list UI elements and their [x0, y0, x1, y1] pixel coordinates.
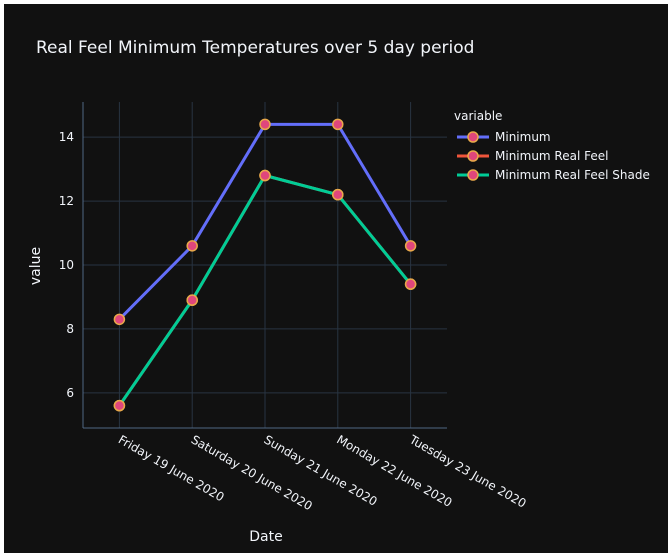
y-tick-label: 12 [59, 194, 74, 208]
legend-label: Minimum Real Feel Shade [495, 168, 650, 182]
chart-background [4, 4, 668, 553]
data-point[interactable] [113, 313, 126, 326]
grid-layer [82, 102, 447, 429]
data-point[interactable] [404, 240, 417, 252]
legend-items: Minimum Minimum Real Feel Minimum Real Fee… [457, 130, 650, 182]
data-point[interactable] [259, 118, 271, 131]
line-chart: Real Feel Minimum Temperatures over 5 da… [4, 4, 668, 553]
legend-marker [467, 169, 479, 181]
chart-title: Real Feel Minimum Temperatures over 5 da… [36, 38, 474, 58]
legend-marker [467, 150, 479, 162]
data-point[interactable] [113, 399, 126, 412]
y-tick-label: 10 [59, 258, 74, 272]
data-point[interactable] [259, 169, 271, 182]
y-tick-label: 8 [66, 322, 74, 336]
legend-item[interactable]: Minimum Real Feel [457, 149, 608, 163]
y-tick-label: 14 [59, 130, 74, 144]
y-axis: 6 8 10 12 14 [59, 130, 74, 400]
data-point[interactable] [186, 240, 198, 252]
legend-label: Minimum Real Feel [495, 149, 608, 163]
data-point[interactable] [332, 188, 344, 201]
y-axis-title: value [28, 247, 44, 285]
data-point[interactable] [404, 278, 417, 290]
legend-label: Minimum [495, 130, 551, 144]
data-point[interactable] [332, 118, 344, 131]
series-layer [113, 118, 417, 412]
legend-title: variable [454, 109, 502, 123]
y-tick-label: 6 [66, 386, 74, 400]
legend-marker [467, 131, 479, 143]
legend-item[interactable]: Minimum [457, 130, 551, 144]
x-axis-title: Date [249, 529, 282, 545]
data-point[interactable] [186, 294, 198, 306]
legend-item[interactable]: Minimum Real Feel Shade [457, 168, 650, 182]
